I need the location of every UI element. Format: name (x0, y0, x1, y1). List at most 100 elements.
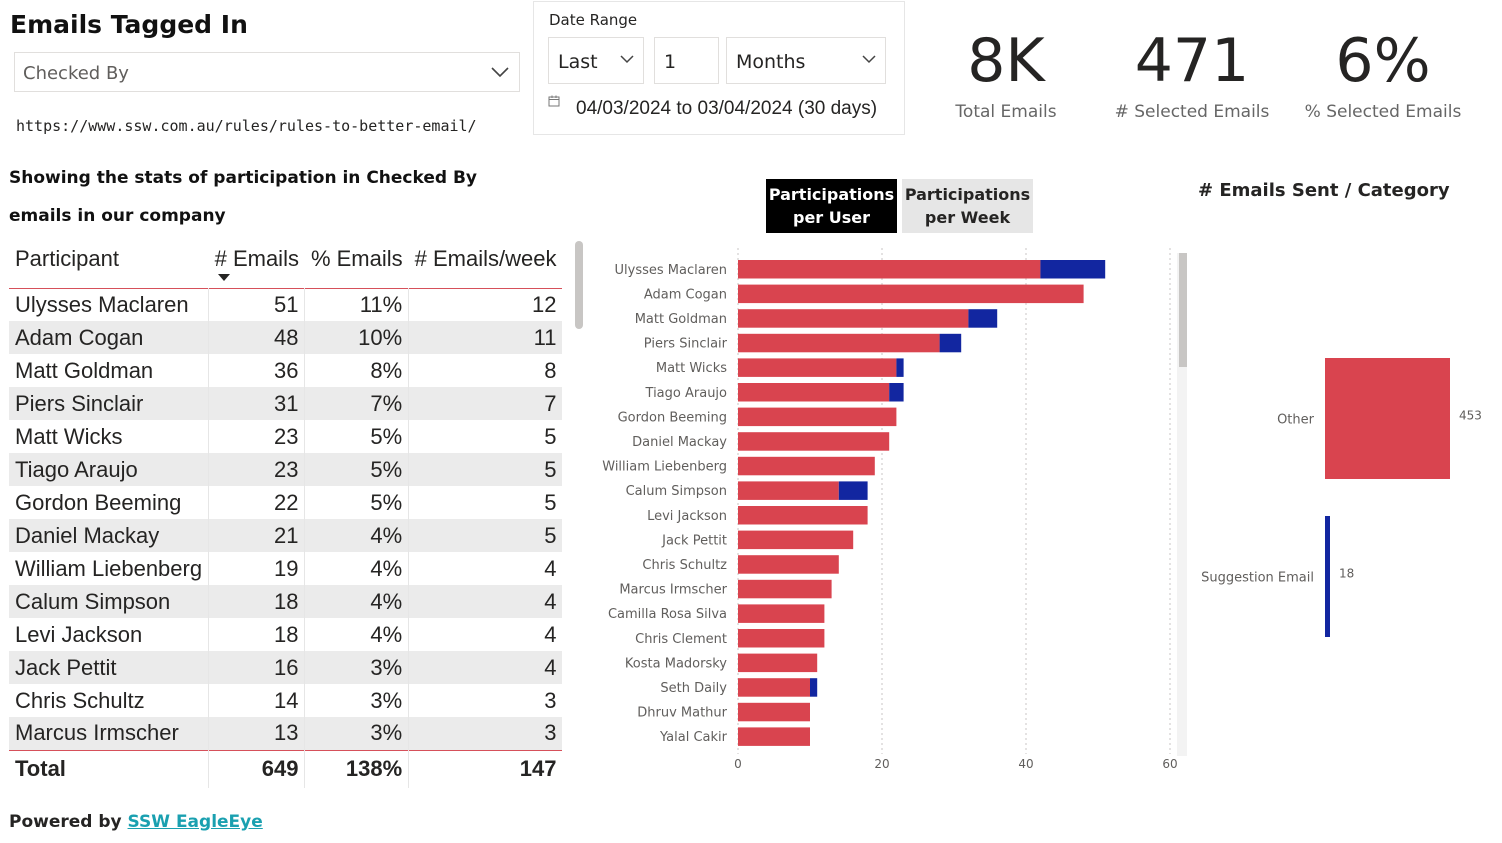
chart-scrollbar-track[interactable] (1177, 253, 1187, 756)
relative-period-dropdown[interactable]: Last (548, 37, 644, 84)
kpi-percent-selected: 6% % Selected Emails (1293, 28, 1473, 122)
emails-count: 14 (208, 684, 305, 717)
bar-segment[interactable] (738, 727, 810, 746)
participations-per-user-button[interactable]: Participations per User (766, 179, 897, 233)
data-label: 18 (1339, 567, 1354, 581)
table-scrollbar[interactable] (575, 241, 583, 329)
participant-name: Gordon Beeming (15, 489, 182, 515)
emails-per-week: 5 (408, 486, 563, 519)
chevron-down-icon (620, 55, 634, 64)
period-unit-dropdown[interactable]: Months (726, 37, 886, 84)
table-row[interactable]: William Liebenberg 19 4% 4 (9, 552, 563, 585)
bar-segment[interactable] (738, 653, 818, 673)
rule-url: https://www.ssw.com.au/rules/rules-to-be… (16, 117, 477, 135)
bar-segment[interactable] (889, 383, 904, 402)
bar-segment[interactable] (1040, 260, 1106, 279)
participations-per-week-button[interactable]: Participations per Week (902, 179, 1033, 233)
bar-segment[interactable] (738, 284, 1084, 304)
category-label: Suggestion Email (1201, 571, 1314, 586)
bar-segment[interactable] (738, 260, 1041, 279)
emails-per-week: 5 (408, 453, 563, 486)
emails-per-week: 11 (408, 321, 563, 354)
table-row[interactable]: Matt Goldman 36 8% 8 (9, 354, 563, 387)
table-row[interactable]: Tiago Araujo 23 5% 5 (9, 453, 563, 486)
category-chart-title: # Emails Sent / Category (1198, 180, 1450, 201)
bar-segment[interactable] (738, 555, 839, 574)
kpi-selected-emails: 471 # Selected Emails (1102, 28, 1282, 122)
bar-segment[interactable] (738, 481, 839, 500)
category-label: Gordon Beeming (618, 410, 727, 425)
button-label-line: Participations (904, 185, 1031, 204)
category-bar[interactable] (1325, 516, 1330, 637)
table-row[interactable]: Jack Pettit 16 3% 4 (9, 651, 563, 684)
category-label: Dhruv Mathur (637, 706, 727, 721)
bar-segment[interactable] (738, 358, 897, 377)
table-row[interactable]: Matt Wicks 23 5% 5 (9, 420, 563, 453)
bar-segment[interactable] (838, 481, 868, 500)
category-label: Camilla Rosa Silva (608, 607, 727, 622)
data-label: 453 (1459, 409, 1482, 423)
column-header-participant[interactable]: Participant (15, 246, 119, 271)
total-emails-week: 147 (408, 750, 563, 788)
emails-count: 36 (208, 354, 305, 387)
bar-segment[interactable] (738, 432, 890, 451)
table-row[interactable]: Daniel Mackay 21 4% 5 (9, 519, 563, 552)
participations-bar-chart: 0 20 40 60 Ulysses Maclaren Adam Cogan Matt Go… (602, 248, 1178, 771)
bar-segment[interactable] (896, 358, 904, 377)
participant-name: Calum Simpson (9, 585, 209, 618)
bar-segment[interactable] (810, 678, 818, 697)
checked-by-slicer-dropdown[interactable]: Checked By (14, 52, 520, 92)
emails-per-week: 4 (408, 651, 563, 684)
bar-segment[interactable] (738, 629, 825, 648)
category-label: Daniel Mackay (632, 435, 727, 450)
chart-scrollbar-thumb[interactable] (1179, 253, 1187, 367)
bar-segment[interactable] (738, 506, 868, 525)
kpi-value: 471 (1134, 26, 1250, 96)
bar-segment[interactable] (738, 333, 940, 353)
table-row[interactable]: Ulysses Maclaren 51 11% 12 (9, 288, 563, 321)
bar-segment[interactable] (738, 579, 832, 599)
column-header-emails[interactable]: # Emails (209, 240, 305, 288)
period-unit-value: Months (736, 51, 806, 73)
column-header-emails-label: # Emails (214, 246, 299, 271)
category-label: Yalal Cakir (659, 730, 728, 745)
bar-segment[interactable] (738, 309, 969, 328)
emails-count: 48 (208, 321, 305, 354)
bar-segment[interactable] (738, 407, 897, 427)
bar-segment[interactable] (738, 702, 810, 722)
table-row[interactable]: Piers Sinclair 31 7% 7 (9, 387, 563, 420)
category-bar[interactable] (1325, 358, 1450, 479)
category-label: William Liebenberg (602, 460, 727, 475)
bar-segment[interactable] (968, 309, 998, 328)
column-header-pct-emails[interactable]: % Emails (310, 246, 403, 271)
table-header-row: Participant # Emails % Emails # Emails/w… (9, 240, 563, 288)
eagleeye-link[interactable]: SSW EagleEye (127, 812, 263, 832)
table-row[interactable]: Levi Jackson 18 4% 4 (9, 618, 563, 651)
category-label: Marcus Irmscher (619, 583, 727, 598)
participant-name: Jack Pettit (9, 651, 209, 684)
bar-segment[interactable] (738, 678, 810, 697)
bar-segment[interactable] (738, 604, 825, 623)
emails-percent: 7% (304, 387, 409, 420)
calendar-icon (548, 95, 560, 107)
table-row[interactable]: Chris Schultz 14 3% 3 (9, 684, 563, 717)
bar-segment[interactable] (738, 456, 875, 476)
total-pct-emails: 138% (304, 750, 409, 788)
participant-name: Levi Jackson (15, 621, 143, 647)
emails-percent: 4% (304, 519, 409, 552)
bar-segment[interactable] (738, 383, 890, 402)
table-row[interactable]: Adam Cogan 48 10% 11 (9, 321, 563, 354)
table-row[interactable]: Calum Simpson 18 4% 4 (9, 585, 563, 618)
table-row[interactable]: Marcus Irmscher 13 3% 3 (9, 717, 563, 750)
category-label: Tiago Araujo (645, 386, 728, 401)
category-label: Jack Pettit (661, 533, 727, 548)
emails-per-week: 7 (408, 387, 563, 420)
emails-percent: 5% (304, 453, 409, 486)
emails-count: 13 (208, 717, 305, 750)
bar-segment[interactable] (738, 530, 854, 550)
bar-segment[interactable] (939, 333, 962, 353)
table-row[interactable]: Gordon Beeming 22 5% 5 (9, 486, 563, 519)
column-header-emails-week[interactable]: # Emails/week (414, 246, 557, 271)
period-count-input[interactable]: 1 (654, 37, 719, 84)
kpi-label: % Selected Emails (1304, 102, 1462, 122)
